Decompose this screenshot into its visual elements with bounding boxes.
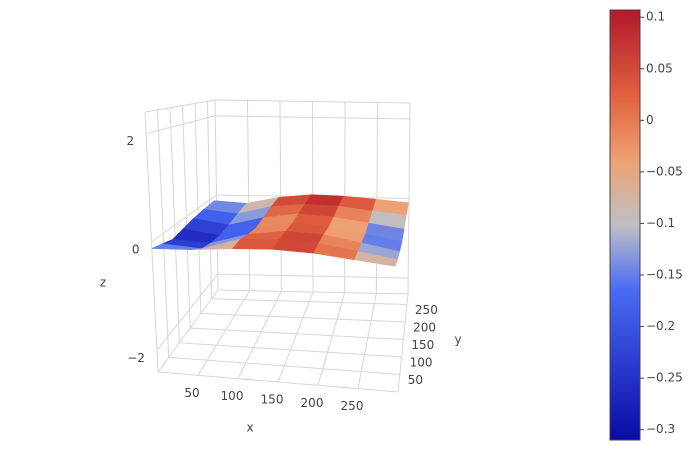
x-tick-label: 200 xyxy=(301,396,324,410)
y-tick-label: 100 xyxy=(410,356,433,370)
y-tick-label: 150 xyxy=(411,338,434,352)
colorbar-tick-label: −0.15 xyxy=(646,268,683,282)
grid-line xyxy=(197,290,251,376)
box-edge xyxy=(397,293,409,393)
grid-line xyxy=(317,292,346,386)
grid-line xyxy=(217,273,409,279)
box-edge xyxy=(157,289,219,373)
grid-line xyxy=(277,291,314,383)
colorbar-tick-label: −0.25 xyxy=(646,371,683,385)
colorbar-tick-label: 0.1 xyxy=(646,10,665,24)
grid-line xyxy=(190,327,404,340)
x-tick-label: 250 xyxy=(341,399,364,413)
z-axis-title: z xyxy=(100,276,106,290)
colorbar-tick-label: −0.05 xyxy=(646,164,683,178)
z-tick-label: 0 xyxy=(132,243,140,257)
x-tick-label: 50 xyxy=(184,386,199,400)
grid-line xyxy=(156,273,219,351)
grid-line xyxy=(211,298,407,305)
z-tick-label: −2 xyxy=(127,351,145,365)
grid-line xyxy=(200,312,406,323)
grid-line xyxy=(357,293,377,389)
grid-line xyxy=(145,115,216,135)
grid-line xyxy=(168,356,400,375)
grid-line xyxy=(237,291,282,379)
surface-patch xyxy=(232,238,281,250)
grid-line xyxy=(215,115,410,120)
grid-line xyxy=(151,194,217,243)
colorbar-tick-label: −0.1 xyxy=(646,216,675,230)
box-edge xyxy=(144,99,216,113)
colorbar-tick-label: −0.3 xyxy=(646,422,675,436)
colorbar-tick-label: 0 xyxy=(646,113,654,127)
y-axis-title: y xyxy=(454,333,461,347)
y-tick-label: 200 xyxy=(413,321,436,335)
colorbar xyxy=(609,9,641,441)
colorbar-tick-label: −0.2 xyxy=(646,319,675,333)
x-axis-title: x xyxy=(246,421,253,435)
grid-line xyxy=(179,342,402,358)
y-tick-label: 50 xyxy=(408,373,423,387)
x-tick-label: 100 xyxy=(221,389,244,403)
y-tick-label: 250 xyxy=(415,303,438,317)
z-tick-label: 2 xyxy=(126,134,134,148)
x-tick-label: 150 xyxy=(261,393,284,407)
colorbar-tick-label: 0.05 xyxy=(646,61,673,75)
surface-patch xyxy=(354,251,398,267)
